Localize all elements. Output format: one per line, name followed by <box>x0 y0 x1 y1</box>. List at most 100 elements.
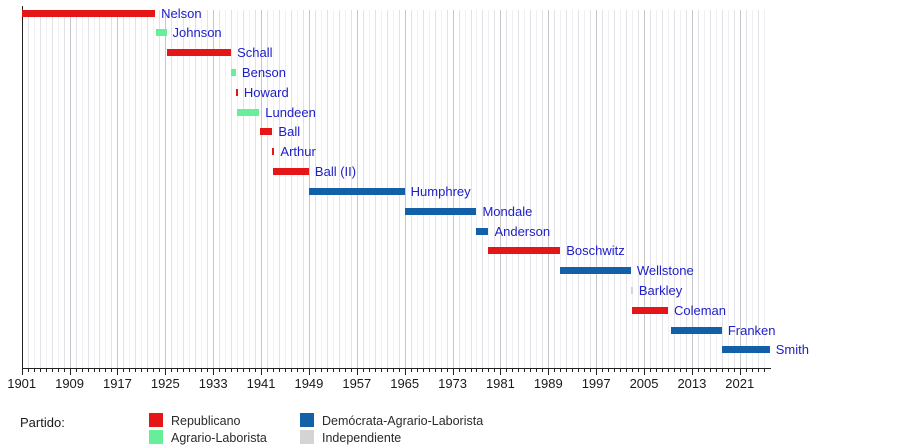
x-axis-major-tick <box>404 368 406 375</box>
senator-name-label: Benson <box>241 64 287 80</box>
x-axis-minor-tick <box>368 368 370 372</box>
x-axis-minor-tick <box>727 368 729 372</box>
x-axis-tick-label: 2013 <box>677 375 707 391</box>
x-axis-minor-tick <box>763 368 765 372</box>
x-axis-minor-tick <box>398 368 400 372</box>
x-axis-minor-tick <box>751 368 753 372</box>
x-axis-minor-tick <box>673 368 675 372</box>
independiente-color-swatch <box>300 430 314 444</box>
x-axis-minor-tick <box>554 368 556 372</box>
x-axis-minor-tick <box>207 368 209 372</box>
x-axis-minor-tick <box>458 368 460 372</box>
x-axis-minor-tick <box>171 368 173 372</box>
x-axis-minor-tick <box>392 368 394 372</box>
x-axis-minor-tick <box>273 368 275 372</box>
x-axis-minor-tick <box>249 368 251 372</box>
year-gridline <box>548 10 550 368</box>
x-axis-tick-label: 1965 <box>390 375 420 391</box>
year-gridline <box>219 10 221 368</box>
year-gridline <box>284 10 286 368</box>
year-gridline <box>697 10 699 368</box>
senator-name-label: Barkley <box>638 282 683 298</box>
x-axis-tick-label: 1933 <box>198 375 228 391</box>
year-gridline <box>63 10 65 368</box>
year-gridline <box>739 10 741 368</box>
x-axis-minor-tick <box>255 368 257 372</box>
x-axis-major-tick <box>117 368 119 375</box>
year-gridline <box>727 10 729 368</box>
year-gridline <box>261 10 263 368</box>
agrario-laborista-color-swatch <box>149 430 163 444</box>
democrata-agrario-laborista-color-swatch <box>300 413 314 427</box>
year-gridline <box>255 10 257 368</box>
x-axis-minor-tick <box>302 368 304 372</box>
x-axis-minor-tick <box>476 368 478 372</box>
term-bar <box>308 187 405 195</box>
term-bar <box>630 286 633 294</box>
year-gridline <box>153 10 155 368</box>
x-axis-minor-tick <box>314 368 316 372</box>
x-axis-minor-tick <box>177 368 179 372</box>
x-axis-minor-tick <box>225 368 227 372</box>
term-bar <box>235 88 238 96</box>
term-bar <box>488 247 561 255</box>
year-gridline <box>721 10 723 368</box>
term-bar <box>237 108 260 116</box>
year-gridline <box>105 10 107 368</box>
legend-label-democrata-agrario-laborista: Demócrata-Agrario-Laborista <box>322 414 484 428</box>
year-gridline <box>620 10 622 368</box>
year-gridline <box>147 10 149 368</box>
year-gridline <box>446 10 448 368</box>
year-gridline <box>470 10 472 368</box>
x-axis-minor-tick <box>512 368 514 372</box>
x-axis-minor-tick <box>470 368 472 372</box>
x-axis-minor-tick <box>129 368 131 372</box>
x-axis-minor-tick <box>434 368 436 372</box>
year-gridline <box>476 10 478 368</box>
senator-name-label: Nelson <box>161 5 202 21</box>
x-axis-tick-label: 1957 <box>342 375 372 391</box>
x-axis-minor-tick <box>590 368 592 372</box>
year-gridline <box>243 10 245 368</box>
x-axis-minor-tick <box>715 368 717 372</box>
x-axis-minor-tick <box>123 368 125 372</box>
x-axis-minor-tick <box>57 368 59 372</box>
term-bar <box>273 168 309 176</box>
year-gridline <box>93 10 95 368</box>
x-axis-minor-tick <box>584 368 586 372</box>
x-axis-minor-tick <box>135 368 137 372</box>
x-axis-major-tick <box>21 368 23 375</box>
x-axis-minor-tick <box>506 368 508 372</box>
senator-name-label: Boschwitz <box>566 243 625 259</box>
year-gridline <box>626 10 628 368</box>
x-axis-major-tick <box>691 368 693 375</box>
x-axis-minor-tick <box>45 368 47 372</box>
senator-name-label: Anderson <box>494 223 551 239</box>
year-gridline <box>213 10 215 368</box>
x-axis-major-tick <box>596 368 598 375</box>
x-axis-minor-tick <box>518 368 520 372</box>
x-axis-minor-tick <box>326 368 328 372</box>
x-axis-tick-label: 1909 <box>55 375 85 391</box>
x-axis-minor-tick <box>141 368 143 372</box>
x-axis-minor-tick <box>679 368 681 372</box>
senator-name-label: Johnson <box>172 25 222 41</box>
x-axis-minor-tick <box>560 368 562 372</box>
term-bar <box>21 9 156 17</box>
party-legend: Partido: Republicano Agrario-Laborista D… <box>0 403 900 447</box>
x-axis-minor-tick <box>757 368 759 372</box>
x-axis-minor-tick <box>494 368 496 372</box>
year-gridline <box>81 10 83 368</box>
senator-name-label: Smith <box>775 342 809 358</box>
x-axis-major-tick <box>548 368 550 375</box>
x-axis-tick-label: 2021 <box>725 375 755 391</box>
year-gridline <box>129 10 131 368</box>
x-axis-minor-tick <box>667 368 669 372</box>
x-axis-minor-tick <box>572 368 574 372</box>
x-axis-minor-tick <box>721 368 723 372</box>
x-axis-tick-label: 1949 <box>294 375 324 391</box>
x-axis-tick-label: 1901 <box>7 375 37 391</box>
legend-title: Partido: <box>20 415 65 430</box>
x-axis-minor-tick <box>189 368 191 372</box>
